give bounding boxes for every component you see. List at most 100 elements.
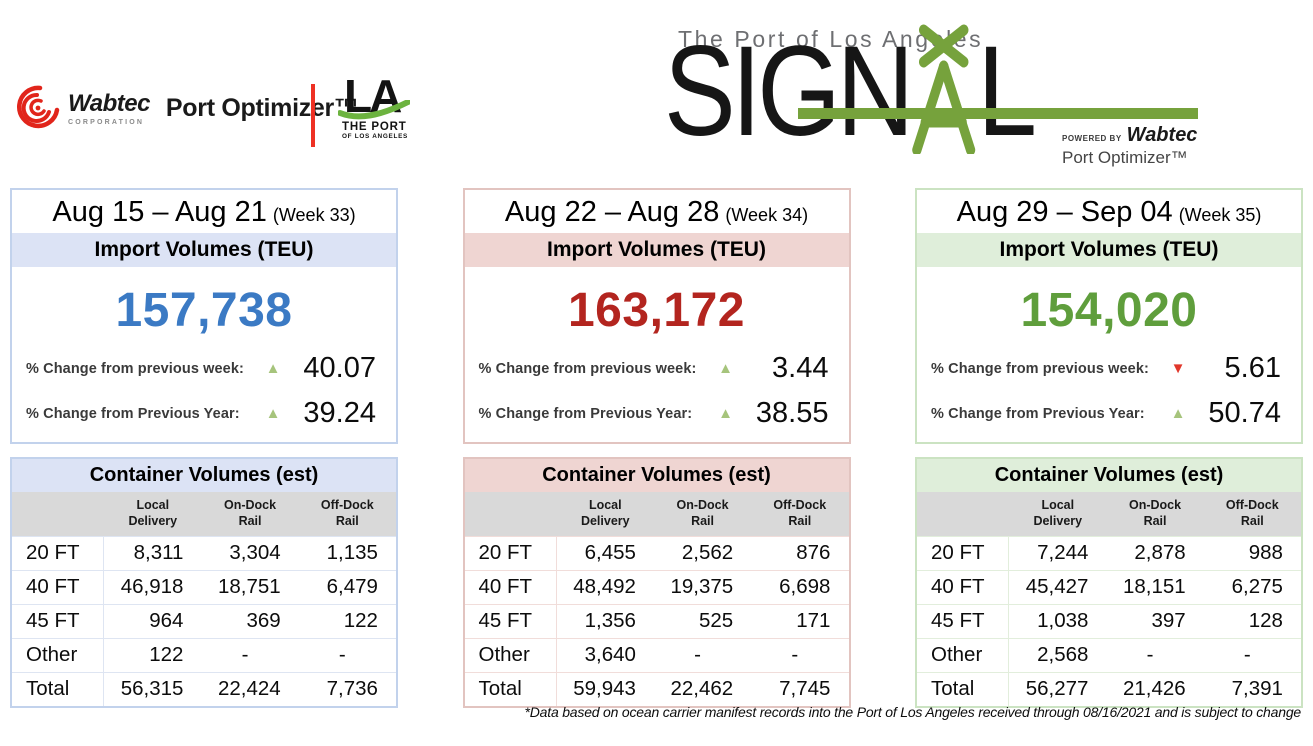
- summary-card-week-33: Aug 15 – Aug 21 (Week 33) Import Volumes …: [10, 188, 398, 444]
- column-header-blank: [12, 497, 104, 530]
- signal-word-right: L: [977, 20, 1037, 164]
- la-of-los-angeles-text: OF LOS ANGELES: [342, 133, 409, 140]
- signal-word-left: SIGN: [664, 20, 914, 164]
- la-green-swoosh-icon: [338, 100, 410, 120]
- trend-arrow-icon: ▲: [718, 405, 733, 422]
- cell-value: 1,135: [326, 541, 378, 564]
- row-label: 45 FT: [12, 604, 105, 638]
- container-volumes-card-week-33: Container Volumes (est) Local Delivery O…: [10, 457, 398, 708]
- panel-week-33: Aug 15 – Aug 21 (Week 33) Import Volumes …: [10, 188, 398, 708]
- table-row: 20 FT 6,455 2,562 876: [464, 535, 849, 570]
- cell-value: 18,151: [1122, 575, 1186, 598]
- column-header-off-dock-rail: Off-Dock Rail: [1225, 498, 1279, 529]
- cell-value: 7,244: [1037, 541, 1089, 564]
- cell-value: 59,943: [573, 677, 636, 700]
- row-label: Total: [917, 672, 1010, 706]
- cell-value: -: [241, 643, 249, 666]
- data-disclaimer: *Data based on ocean carrier manifest re…: [524, 704, 1302, 720]
- cell-value: 988: [1248, 541, 1283, 564]
- import-volumes-header: Import Volumes (TEU): [12, 233, 396, 267]
- week-number: (Week 34): [725, 205, 809, 225]
- port-optimizer-title: Port Optimizer™: [165, 93, 359, 122]
- cell-value: -: [1146, 643, 1154, 666]
- date-range-text: Aug 22 – Aug 28: [504, 196, 720, 228]
- table-row: 45 FT 1,356 525 171: [464, 603, 849, 638]
- row-label: Total: [465, 672, 557, 706]
- change-from-previous-week: % Change from previous week: ▲ 40.07: [12, 352, 396, 385]
- signal-powered-by: POWERED BY Wabtec Port Optimizer™: [1062, 124, 1197, 168]
- date-range: Aug 22 – Aug 28 (Week 34): [465, 190, 849, 233]
- cell-value: 48,492: [573, 575, 636, 598]
- container-volumes-title: Container Volumes (est): [917, 459, 1301, 492]
- import-volume-value: 157,738: [115, 284, 293, 337]
- change-value: 50.74: [1208, 397, 1281, 429]
- cell-value: 6,455: [584, 541, 636, 564]
- cell-value: 128: [1248, 609, 1283, 632]
- column-header-off-dock-rail: Off-Dock Rail: [320, 498, 374, 529]
- table-row-total: Total 56,315 22,424 7,736: [12, 671, 396, 706]
- cell-value: 6,275: [1231, 575, 1283, 598]
- import-volumes-header: Import Volumes (TEU): [917, 233, 1301, 267]
- column-header-local-delivery: Local Delivery: [580, 498, 630, 529]
- cell-value: 7,745: [779, 677, 831, 700]
- container-volumes-title: Container Volumes (est): [12, 459, 396, 492]
- signal-wordmark: SIGN L: [664, 0, 1037, 164]
- row-label: 20 FT: [917, 536, 1010, 570]
- change-label: % Change from Previous Year:: [931, 405, 1145, 422]
- wabtec-port-optimizer-logo: Wabtec CORPORATION Port Optimizer™: [16, 84, 359, 132]
- table-row: Other 2,568 - -: [917, 637, 1301, 672]
- table-row-total: Total 59,943 22,462 7,745: [464, 671, 849, 706]
- header-divider: [311, 84, 315, 147]
- table-row-total: Total 56,277 21,426 7,391: [917, 671, 1301, 706]
- cell-value: 397: [1151, 609, 1186, 632]
- cell-value: 964: [149, 609, 184, 632]
- cell-value: 2,568: [1037, 643, 1089, 666]
- week-number: (Week 35): [1178, 205, 1262, 225]
- cell-value: -: [1243, 643, 1251, 666]
- change-value: 5.61: [1224, 352, 1281, 384]
- change-from-previous-year: % Change from Previous Year: ▲ 39.24: [12, 397, 396, 430]
- cell-value: 171: [796, 609, 831, 632]
- change-label: % Change from Previous Year:: [26, 405, 240, 422]
- column-header-blank: [917, 497, 1009, 530]
- date-range: Aug 29 – Sep 04 (Week 35): [917, 190, 1301, 233]
- cell-value: 7,736: [326, 677, 378, 700]
- cell-value: 2,878: [1134, 541, 1186, 564]
- table-column-headers: Local Delivery On-Dock Rail Off-Dock Rai…: [917, 492, 1301, 536]
- cell-value: 1,038: [1037, 609, 1089, 632]
- signal-logo: The Port of Los Angeles SIGN L POWERED B…: [648, 6, 1248, 181]
- table-row: 40 FT 48,492 19,375 6,698: [464, 569, 849, 604]
- cell-value: 6,698: [779, 575, 831, 598]
- cell-value: 21,426: [1122, 677, 1186, 700]
- row-label: 40 FT: [917, 570, 1010, 604]
- table-row: 20 FT 8,311 3,304 1,135: [12, 535, 396, 570]
- cell-value: 56,315: [120, 677, 184, 700]
- cell-value: 22,462: [670, 677, 734, 700]
- table-column-headers: Local Delivery On-Dock Rail Off-Dock Rai…: [464, 492, 849, 536]
- change-from-previous-week: % Change from previous week: ▲ 3.44: [465, 352, 849, 385]
- weekly-panels: Aug 15 – Aug 21 (Week 33) Import Volumes …: [10, 188, 1303, 708]
- cell-value: 18,751: [217, 575, 281, 598]
- container-volumes-card-week-35: Container Volumes (est) Local Delivery O…: [915, 457, 1303, 708]
- cell-value: 22,424: [217, 677, 281, 700]
- container-volumes-card-week-34: Container Volumes (est) Local Delivery O…: [462, 457, 851, 708]
- wabtec-spiral-icon: [17, 85, 60, 129]
- powered-product-text: Port Optimizer™: [1062, 148, 1188, 167]
- trend-arrow-icon: ▲: [1170, 405, 1186, 422]
- table-row: 40 FT 46,918 18,751 6,479: [12, 569, 396, 604]
- signal-green-bar: [798, 108, 1198, 119]
- change-label: % Change from previous week:: [26, 360, 244, 377]
- week-number: (Week 33): [272, 205, 356, 225]
- panel-week-35: Aug 29 – Sep 04 (Week 35) Import Volumes …: [915, 188, 1303, 708]
- change-label: % Change from previous week:: [931, 360, 1149, 377]
- container-volumes-title: Container Volumes (est): [464, 459, 849, 492]
- cell-value: 45,427: [1025, 575, 1089, 598]
- trend-arrow-icon: ▼: [1170, 360, 1186, 377]
- date-range-text: Aug 15 – Aug 21: [52, 196, 267, 228]
- la-the-port-text: THE PORT: [342, 121, 407, 133]
- summary-card-week-35: Aug 29 – Sep 04 (Week 35) Import Volumes …: [915, 188, 1303, 444]
- signal-antenna-a-icon: [912, 24, 976, 154]
- change-value: 3.44: [772, 352, 829, 384]
- row-label: 45 FT: [917, 604, 1010, 638]
- table-row: Other 3,640 - -: [464, 637, 849, 672]
